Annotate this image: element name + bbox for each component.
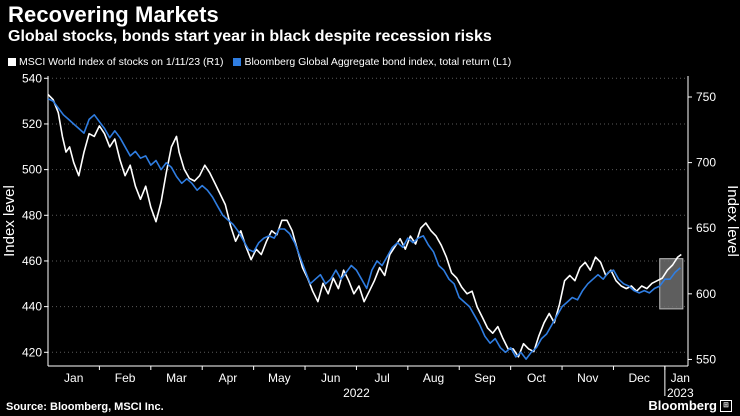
left-axis-title: Index level: [1, 185, 18, 257]
month-label-9: Oct: [527, 371, 546, 385]
left-tick-label-440: 440: [22, 300, 42, 314]
legend-item-bond: Bloomberg Global Aggregate bond index, t…: [233, 56, 511, 68]
left-tick-label-540: 540: [22, 71, 42, 85]
right-tick-label-650: 650: [696, 221, 716, 235]
legend: MSCI World Index of stocks on 1/11/23 (R…: [8, 56, 511, 68]
legend-swatch-msci: [8, 58, 16, 66]
legend-label-msci: MSCI World Index of stocks on 1/11/23 (R…: [19, 56, 224, 68]
legend-label-bond: Bloomberg Global Aggregate bond index, t…: [244, 56, 512, 68]
brand-mark-icon: ⊞: [720, 399, 732, 412]
series-line-bond: [47, 98, 681, 360]
chart-title: Recovering Markets: [8, 2, 219, 27]
month-label-2: Mar: [166, 371, 187, 385]
bloomberg-logo: Bloomberg ⊞: [648, 398, 732, 413]
left-tick-label-480: 480: [22, 208, 42, 222]
brand-text: Bloomberg: [648, 398, 717, 413]
left-tick-label-520: 520: [22, 117, 42, 131]
series-line-msci: [47, 93, 682, 358]
left-tick-label-460: 460: [22, 254, 42, 268]
right-tick-label-750: 750: [696, 90, 716, 104]
right-tick-label-700: 700: [696, 156, 716, 170]
left-tick-label-420: 420: [22, 345, 42, 359]
legend-item-msci: MSCI World Index of stocks on 1/11/23 (R…: [8, 56, 223, 68]
month-label-5: Jun: [321, 371, 340, 385]
month-label-4: May: [268, 371, 291, 385]
month-label-3: Apr: [219, 371, 238, 385]
left-tick-label-500: 500: [22, 163, 42, 177]
year-label-2022: 2022: [343, 386, 370, 400]
month-label-1: Feb: [115, 371, 136, 385]
right-tick-label-600: 600: [696, 287, 716, 301]
legend-swatch-bond: [233, 58, 242, 66]
month-label-12: Jan: [671, 371, 690, 385]
month-label-6: Jul: [374, 371, 389, 385]
month-label-0: Jan: [64, 371, 83, 385]
chart-subtitle: Global stocks, bonds start year in black…: [8, 28, 492, 45]
source-note: Source: Bloomberg, MSCI Inc.: [6, 401, 164, 413]
right-axis-title: Index level: [724, 185, 740, 257]
right-tick-label-550: 550: [696, 352, 716, 366]
year-label-2023: 2023: [667, 386, 694, 400]
month-label-7: Aug: [423, 371, 444, 385]
month-label-11: Dec: [628, 371, 649, 385]
month-label-8: Sep: [474, 371, 496, 385]
month-label-10: Nov: [577, 371, 598, 385]
